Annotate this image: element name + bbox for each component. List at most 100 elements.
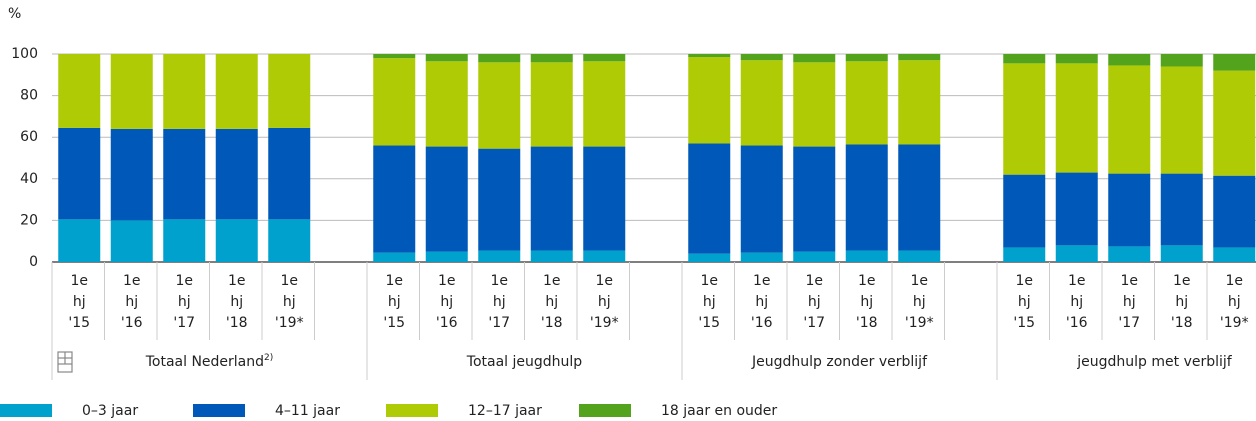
bar-segment xyxy=(898,54,941,61)
x-tick-label: 1e xyxy=(595,273,613,289)
group-name: Totaal jeugdhulp xyxy=(466,354,583,370)
bar-segment xyxy=(1055,245,1098,262)
bar-segment xyxy=(583,146,626,251)
bar-segment xyxy=(478,250,521,262)
group-note: 2) xyxy=(264,353,273,363)
x-tick-label: hj xyxy=(1175,294,1188,310)
bar-segment xyxy=(898,60,941,145)
x-tick-label: hj xyxy=(283,294,296,310)
x-tick-label: 1e xyxy=(123,273,141,289)
x-tick-label: hj xyxy=(1123,294,1136,310)
bar-segment xyxy=(425,251,468,262)
bar-segment xyxy=(688,143,731,254)
x-tick-label: '15 xyxy=(383,315,405,331)
bar-segment xyxy=(163,54,206,129)
x-tick-label: 1e xyxy=(438,273,456,289)
x-tick-label: '17 xyxy=(488,315,510,331)
bar-segment xyxy=(373,145,416,253)
bar-segment xyxy=(1213,54,1256,71)
bar-segment xyxy=(373,252,416,262)
x-tick-label: 1e xyxy=(280,273,298,289)
y-unit: % xyxy=(8,6,21,22)
x-tick-label: '18 xyxy=(856,315,878,331)
x-tick-label: hj xyxy=(388,294,401,310)
bar-segment xyxy=(58,54,101,128)
bar-segment xyxy=(1003,54,1046,64)
x-tick-label: '15 xyxy=(1013,315,1035,331)
x-tick-label: '15 xyxy=(68,315,90,331)
bar-segment xyxy=(583,61,626,147)
group-label: jeugdhulp met verblijf xyxy=(1076,354,1233,370)
bar-segment xyxy=(845,54,888,62)
x-tick-label: 1e xyxy=(700,273,718,289)
bar-segment xyxy=(793,62,836,147)
x-tick-label: hj xyxy=(1070,294,1083,310)
x-tick-label: '18 xyxy=(1171,315,1193,331)
bar-segment xyxy=(583,250,626,262)
x-tick-label: 1e xyxy=(1225,273,1243,289)
bar-segment xyxy=(688,253,731,262)
bar-segment xyxy=(1003,174,1046,248)
bar-segment xyxy=(688,57,731,144)
bar-segment xyxy=(163,219,206,262)
bar-segment xyxy=(1003,247,1046,262)
x-tick-label: '19* xyxy=(590,315,619,331)
x-tick-label: hj xyxy=(755,294,768,310)
bar-segment xyxy=(688,54,731,58)
bar-segment xyxy=(110,128,153,221)
bar-segment xyxy=(268,127,311,220)
legend-label: 12–17 jaar xyxy=(468,403,542,419)
bar-segment xyxy=(1160,173,1203,246)
bar-segment xyxy=(1055,172,1098,246)
group-name: jeugdhulp met verblijf xyxy=(1076,354,1233,370)
bar-segment xyxy=(793,54,836,63)
x-tick-label: 1e xyxy=(490,273,508,289)
x-tick-label: hj xyxy=(598,294,611,310)
x-tick-label: '15 xyxy=(698,315,720,331)
bar-segment xyxy=(530,62,573,147)
x-tick-label: hj xyxy=(1018,294,1031,310)
x-tick-label: 1e xyxy=(805,273,823,289)
x-tick-label: '17 xyxy=(173,315,195,331)
x-tick-label: 1e xyxy=(858,273,876,289)
legend-swatch xyxy=(0,404,52,417)
bar-segment xyxy=(740,252,783,262)
bar-segment xyxy=(1213,175,1256,248)
bar-segment xyxy=(215,128,258,220)
legend-label: 4–11 jaar xyxy=(275,403,340,419)
legend-swatch xyxy=(193,404,245,417)
x-tick-label: '16 xyxy=(121,315,143,331)
bar-segment xyxy=(845,144,888,251)
x-tick-label: '18 xyxy=(226,315,248,331)
x-tick-label: hj xyxy=(178,294,191,310)
bar-segment xyxy=(845,250,888,262)
x-tick-label: 1e xyxy=(385,273,403,289)
bar-segment xyxy=(373,58,416,146)
bar-segment xyxy=(425,54,468,62)
bar-segment xyxy=(268,54,311,128)
bar-segment xyxy=(1108,246,1151,262)
bar-segment xyxy=(58,127,101,220)
bar-segment xyxy=(163,128,206,220)
x-tick-label: hj xyxy=(1228,294,1241,310)
bar-segment xyxy=(740,54,783,61)
x-tick-label: '19* xyxy=(905,315,934,331)
bar-segment xyxy=(1108,65,1151,174)
x-tick-label: 1e xyxy=(910,273,928,289)
y-tick-label: 80 xyxy=(20,88,38,104)
x-tick-label: '16 xyxy=(751,315,773,331)
y-tick-label: 40 xyxy=(20,171,38,187)
x-tick-label: 1e xyxy=(1015,273,1033,289)
bar-segment xyxy=(1213,70,1256,176)
bar-segment xyxy=(215,219,258,262)
bar-segment xyxy=(110,54,153,129)
x-tick-label: 1e xyxy=(753,273,771,289)
x-tick-label: 1e xyxy=(543,273,561,289)
x-tick-label: hj xyxy=(913,294,926,310)
bar-segment xyxy=(1055,54,1098,64)
bar-segment xyxy=(373,54,416,59)
x-tick-label: '18 xyxy=(541,315,563,331)
bar-segment xyxy=(530,250,573,262)
legend-swatch xyxy=(579,404,631,417)
